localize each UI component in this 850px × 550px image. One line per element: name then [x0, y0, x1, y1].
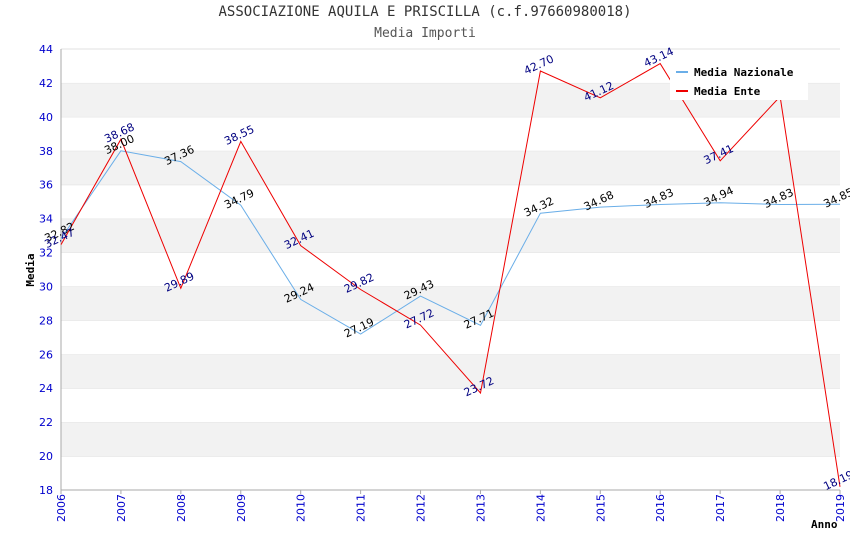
grid-band — [61, 320, 840, 355]
y-tick-label: 40 — [39, 111, 53, 124]
y-tick-label: 34 — [39, 213, 53, 226]
legend-box — [670, 58, 808, 100]
y-tick-label: 44 — [39, 43, 53, 56]
x-tick-label: 2012 — [415, 494, 428, 522]
legend: Media Nazionale Media Ente — [670, 58, 808, 100]
grid-band — [61, 218, 840, 253]
grid-bands — [61, 48, 840, 490]
x-axis-label: Anno — [811, 518, 838, 531]
x-tick-label: 2011 — [355, 494, 368, 522]
series-lines — [60, 62, 841, 487]
legend-entry: Media Ente — [694, 85, 761, 98]
x-tick-label: 2013 — [474, 494, 487, 522]
x-tick-label: 2015 — [594, 494, 607, 522]
grid-band — [61, 252, 840, 287]
y-tick-label: 32 — [39, 247, 53, 260]
y-tick-label: 22 — [39, 416, 53, 429]
x-tick-label: 2010 — [295, 494, 308, 522]
chart-subtitle: Media Importi — [374, 26, 476, 41]
x-tick-label: 2014 — [534, 494, 547, 522]
grid-band — [61, 150, 840, 185]
y-tick-label: 38 — [39, 145, 53, 158]
x-tick-label: 2016 — [654, 494, 667, 522]
y-tick-label: 26 — [39, 348, 53, 361]
x-tick-label: 2019 — [834, 494, 847, 522]
y-tick-label: 18 — [39, 484, 53, 497]
grid-band — [61, 286, 840, 321]
y-tick-label: 28 — [39, 314, 53, 327]
chart-title: ASSOCIAZIONE AQUILA E PRISCILLA (c.f.976… — [218, 4, 632, 20]
grid-band — [61, 354, 840, 389]
x-tick-label: 2017 — [714, 494, 727, 522]
grid-band — [61, 388, 840, 423]
series-line-media-nazionale — [60, 150, 841, 335]
y-tick-labels: 18 20 22 24 26 28 30 32 34 36 38 40 42 44 — [39, 43, 53, 497]
grid-band — [61, 184, 840, 219]
y-tick-label: 42 — [39, 77, 53, 90]
axes — [60, 49, 841, 494]
grid-band — [61, 422, 840, 457]
y-tick-label: 24 — [39, 382, 53, 395]
y-axis-label: Media — [24, 253, 37, 286]
y-tick-label: 20 — [39, 450, 53, 463]
y-tick-label: 30 — [39, 280, 53, 293]
y-tick-label: 36 — [39, 179, 53, 192]
series-line-media-ente — [60, 62, 841, 487]
x-tick-labels: 2006 2007 2008 2009 2010 2011 2012 2013 2014 2015… — [55, 494, 847, 522]
x-tick-label: 2018 — [774, 494, 787, 522]
grid-band — [61, 456, 840, 490]
x-tick-label: 2008 — [175, 494, 188, 522]
x-tick-label: 2009 — [235, 494, 248, 522]
x-tick-label: 2007 — [115, 494, 128, 522]
legend-entry: Media Nazionale — [694, 66, 794, 79]
x-tick-label: 2006 — [55, 494, 68, 522]
